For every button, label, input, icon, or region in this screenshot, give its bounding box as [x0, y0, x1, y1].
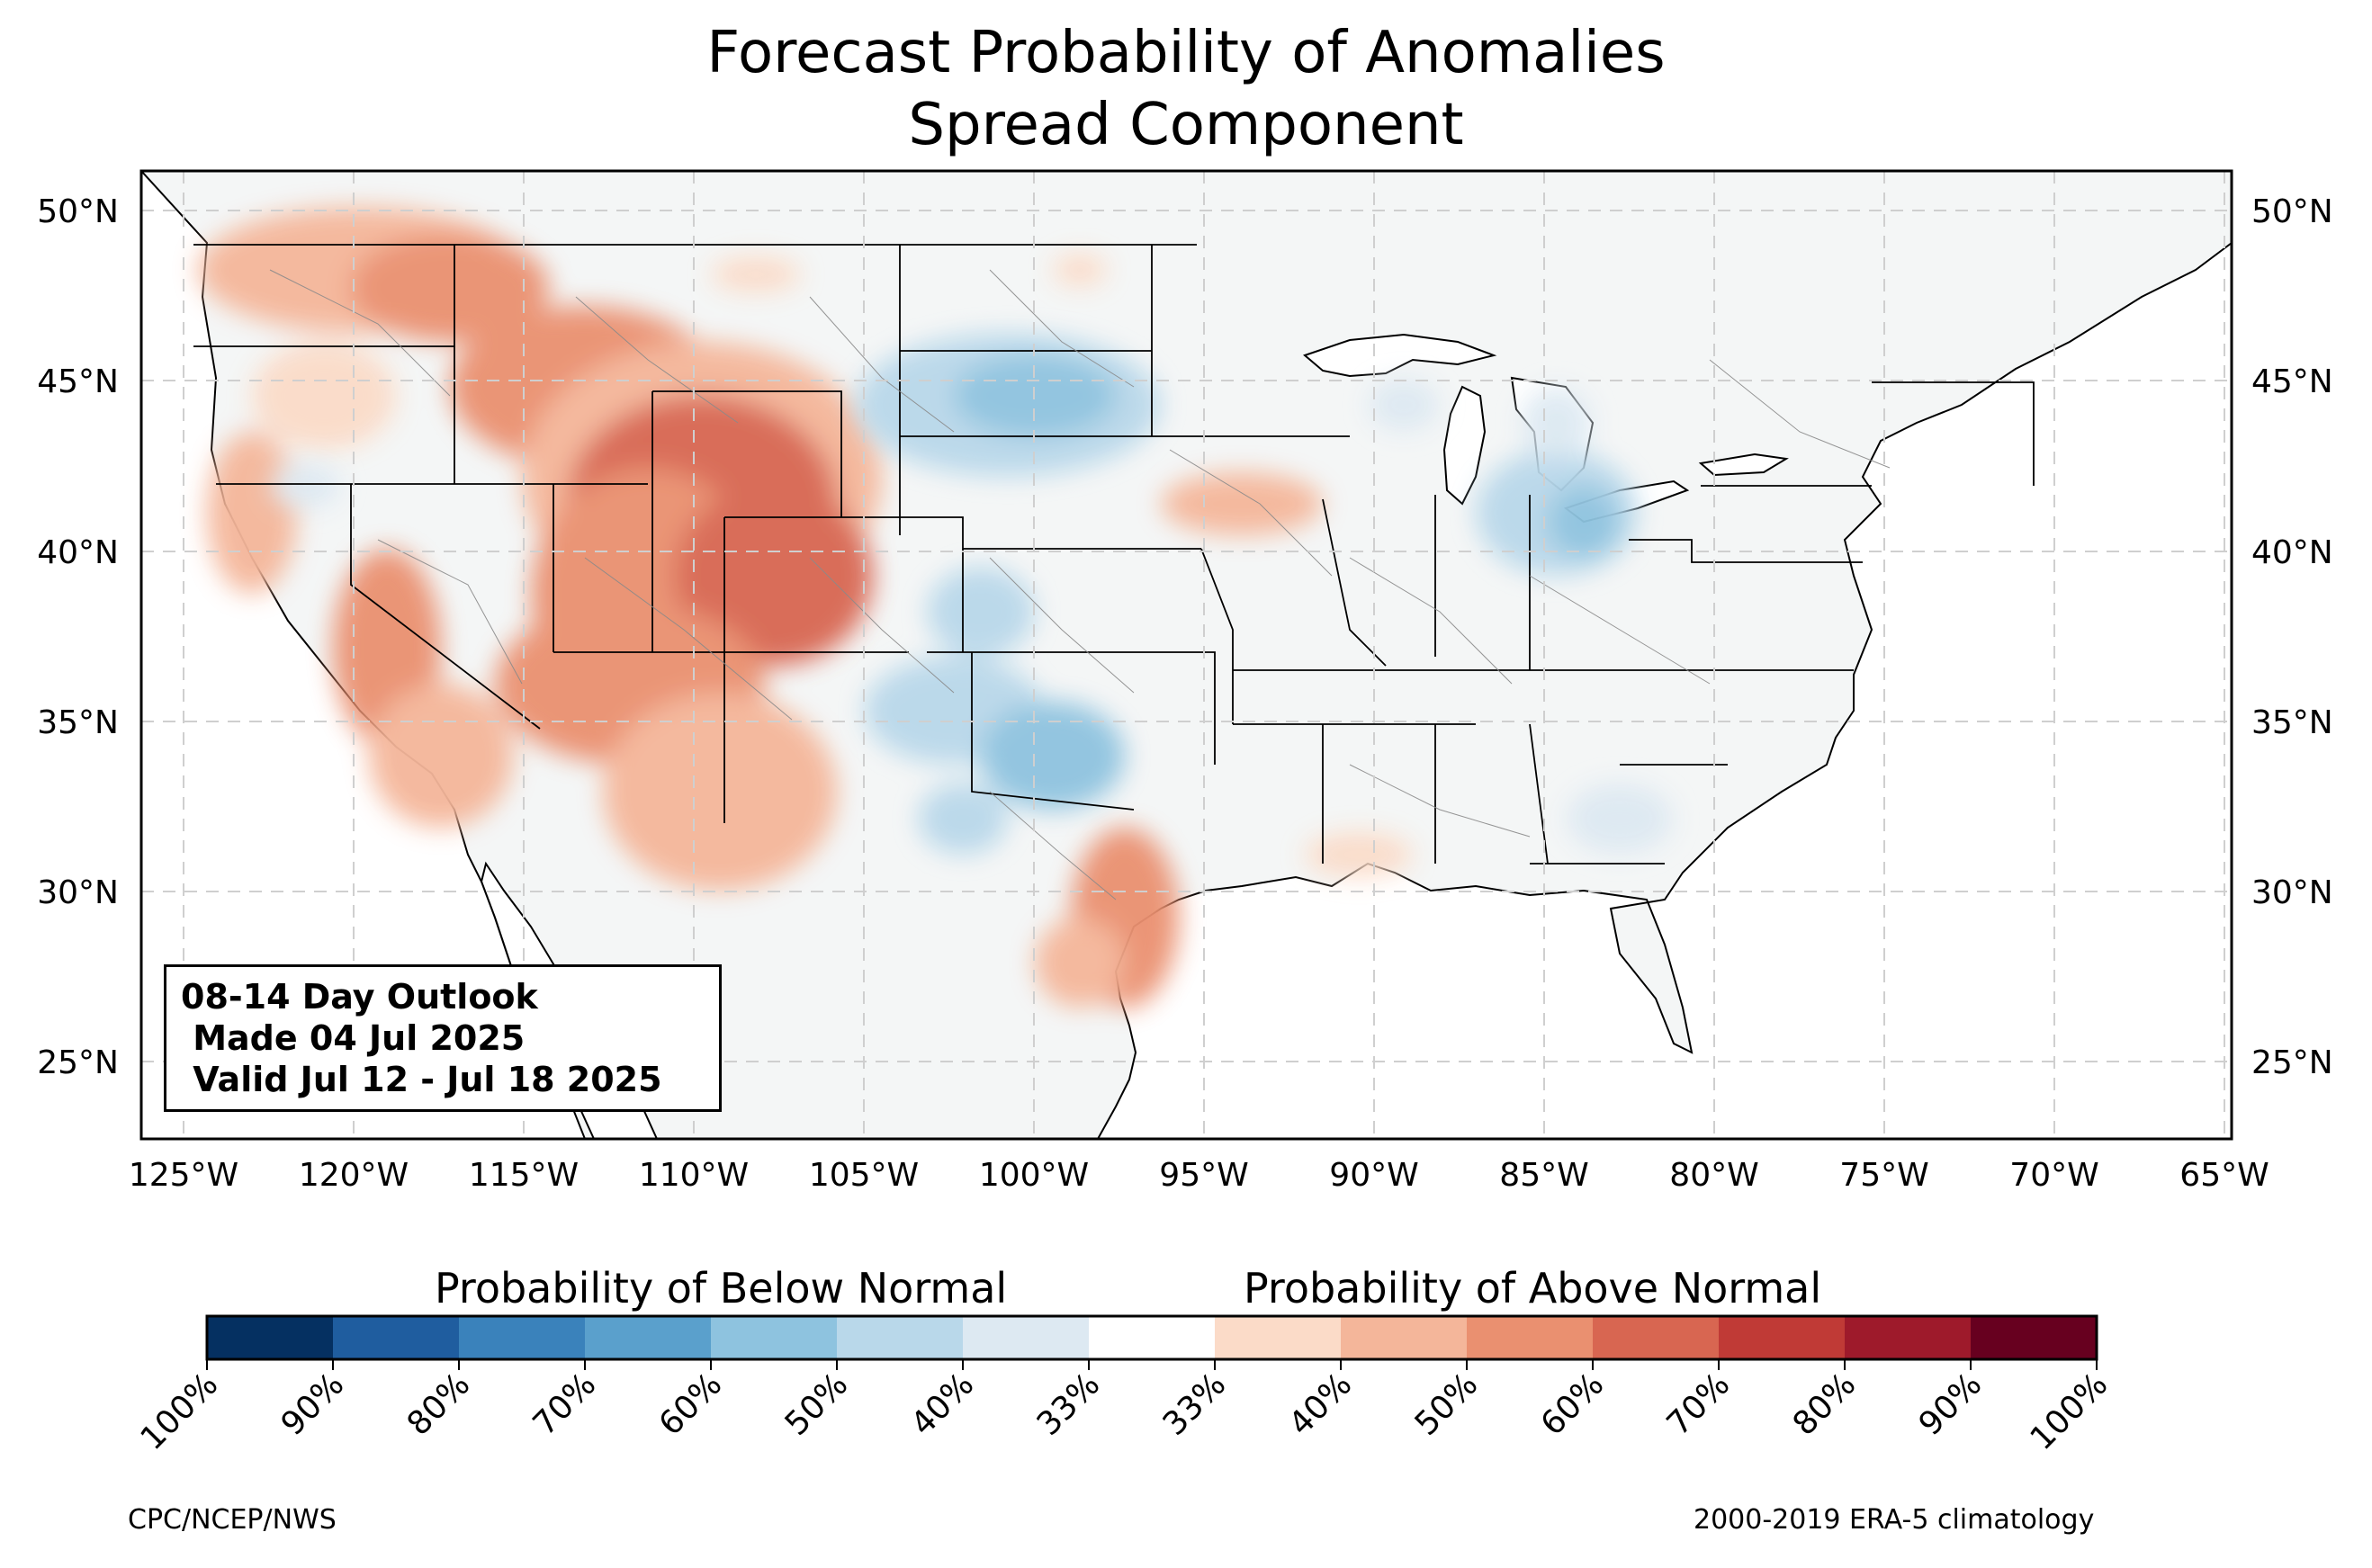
above-normal-probability-layer — [198, 207, 1413, 1008]
state-boundaries — [193, 244, 2035, 865]
colorbar-swatch — [1467, 1316, 1594, 1359]
climate-division-lines — [269, 269, 1891, 900]
colorbar-swatch — [963, 1316, 1090, 1359]
made-date: Made 04 Jul 2025 — [181, 1018, 526, 1058]
lake-michigan — [1442, 385, 1487, 506]
colorbar-swatch — [1215, 1316, 1342, 1359]
lake-superior — [1303, 333, 1497, 378]
lat-label: 30°N — [37, 874, 119, 911]
colorbar-swatch — [333, 1316, 460, 1359]
lat-label: 45°N — [37, 363, 119, 400]
colorbar-swatch — [1593, 1316, 1720, 1359]
lon-label: 90°W — [1329, 1157, 1418, 1194]
colorbar-tick-label: 50% — [1408, 1366, 1486, 1443]
footer-source: CPC/NCEP/NWS — [128, 1504, 337, 1536]
lat-label: 45°N — [2251, 363, 2333, 400]
colorbar-ticks: 100% 90% 80% 70% 60% 50% 40% 33% 33% 40% 50% 60% 70%… — [134, 1359, 2116, 1457]
lat-label: 40°N — [2251, 534, 2333, 571]
lat-label: 35°N — [2251, 704, 2333, 741]
lat-label: 35°N — [37, 704, 119, 741]
footer-climatology: 2000-2019 ERA-5 climatology — [1694, 1504, 2095, 1536]
lat-label: 50°N — [37, 193, 119, 230]
lon-label: 100°W — [979, 1157, 1089, 1194]
outlook-label: 08-14 Day Outlook — [181, 977, 538, 1017]
lon-label: 120°W — [299, 1157, 409, 1194]
outlook-info-box: 08-14 Day Outlook Made 04 Jul 2025 Valid… — [164, 964, 722, 1112]
colorbar — [207, 1316, 2098, 1359]
colorbar-tick-label: 60% — [652, 1366, 730, 1443]
lat-label: 40°N — [37, 534, 119, 571]
colorbar-swatch — [585, 1316, 712, 1359]
lake-ontario — [1698, 452, 1789, 477]
colorbar-swatch — [459, 1316, 586, 1359]
lon-label: 115°W — [469, 1157, 579, 1194]
colorbar-tick-label: 90% — [1912, 1366, 1990, 1443]
colorbar-tick-label: 80% — [1786, 1366, 1864, 1443]
colorbar-tick-label: 50% — [778, 1366, 856, 1443]
colorbar-swatch — [1719, 1316, 1846, 1359]
lon-labels: 125°W 120°W 115°W 110°W 105°W 100°W 95°W… — [129, 1157, 2269, 1194]
lat-labels-left: 50°N 45°N 40°N 35°N 30°N 25°N — [37, 193, 119, 1081]
colorbar-tick-label: 100% — [134, 1366, 226, 1457]
colorbar-swatch — [1845, 1316, 1972, 1359]
lat-labels-right: 50°N 45°N 40°N 35°N 30°N 25°N — [2251, 193, 2333, 1081]
colorbar-tick-label: 70% — [526, 1366, 604, 1443]
colorbar-swatch — [207, 1316, 334, 1359]
lon-label: 85°W — [1499, 1157, 1588, 1194]
colorbar-tick-label: 60% — [1534, 1366, 1612, 1443]
lat-label: 30°N — [2251, 874, 2333, 911]
colorbar-swatch — [1971, 1316, 2098, 1359]
colorbar-swatch — [1089, 1316, 1216, 1359]
map-area — [141, 171, 2232, 1139]
colorbar-swatch — [1341, 1316, 1468, 1359]
lat-label: 25°N — [2251, 1044, 2333, 1081]
lon-label: 70°W — [2009, 1157, 2098, 1194]
colorbar-tick-label: 100% — [2024, 1366, 2116, 1457]
lon-label: 80°W — [1669, 1157, 1758, 1194]
colorbar-tick-label: 33% — [1030, 1366, 1108, 1443]
lon-label: 65°W — [2179, 1157, 2269, 1194]
colorbar-tick-label: 33% — [1156, 1366, 1234, 1443]
colorbar-frame — [205, 1314, 2098, 1361]
map-frame — [139, 169, 2233, 1141]
lat-label: 25°N — [37, 1044, 119, 1081]
colorbar-tick-label: 40% — [1282, 1366, 1360, 1443]
below-normal-probability-layer — [270, 333, 1674, 855]
colorbar-swatch — [711, 1316, 838, 1359]
lon-label: 105°W — [809, 1157, 919, 1194]
colorbar-above-title: Probability of Above Normal — [1244, 1264, 1822, 1313]
lon-label: 95°W — [1159, 1157, 1248, 1194]
colorbar-tick-label: 80% — [400, 1366, 478, 1443]
lat-label: 50°N — [2251, 193, 2333, 230]
colorbar-tick-label: 40% — [904, 1366, 982, 1443]
colorbar-tick-label: 90% — [274, 1366, 352, 1443]
chart-title-line2: Spread Component — [908, 92, 1464, 158]
lon-label: 125°W — [129, 1157, 238, 1194]
chart-title-line1: Forecast Probability of Anomalies — [706, 20, 1666, 86]
lon-label: 110°W — [639, 1157, 749, 1194]
lon-label: 75°W — [1839, 1157, 1928, 1194]
lon-gridlines — [183, 171, 2225, 1139]
valid-dates: Valid Jul 12 - Jul 18 2025 — [181, 1060, 662, 1099]
colorbar-tick-label: 70% — [1660, 1366, 1738, 1443]
colorbar-swatch — [837, 1316, 964, 1359]
colorbar-below-title: Probability of Below Normal — [435, 1264, 1008, 1313]
